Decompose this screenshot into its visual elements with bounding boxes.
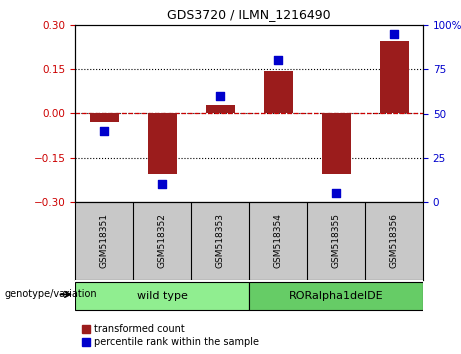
Point — [274, 58, 282, 63]
Point — [158, 182, 165, 187]
Bar — [264, 71, 292, 114]
Bar — [148, 114, 177, 174]
Point — [332, 190, 340, 196]
Text: GSM518354: GSM518354 — [273, 213, 283, 268]
Text: GSM518351: GSM518351 — [100, 213, 108, 268]
Text: GSM518355: GSM518355 — [331, 213, 341, 268]
Bar — [379, 41, 408, 114]
Point — [390, 31, 398, 37]
Legend: transformed count, percentile rank within the sample: transformed count, percentile rank withi… — [80, 322, 261, 349]
Point — [100, 129, 108, 134]
Title: GDS3720 / ILMN_1216490: GDS3720 / ILMN_1216490 — [167, 8, 331, 21]
Bar — [249, 281, 423, 310]
Bar — [321, 114, 350, 174]
Point — [216, 93, 224, 99]
Bar — [206, 105, 235, 114]
Text: GSM518353: GSM518353 — [215, 213, 225, 268]
Text: wild type: wild type — [136, 291, 188, 301]
Text: RORalpha1delDE: RORalpha1delDE — [289, 291, 383, 301]
Text: GSM518352: GSM518352 — [158, 213, 166, 268]
Text: genotype/variation: genotype/variation — [5, 290, 97, 299]
Bar — [75, 281, 249, 310]
Text: GSM518356: GSM518356 — [390, 213, 398, 268]
Bar — [89, 114, 118, 122]
